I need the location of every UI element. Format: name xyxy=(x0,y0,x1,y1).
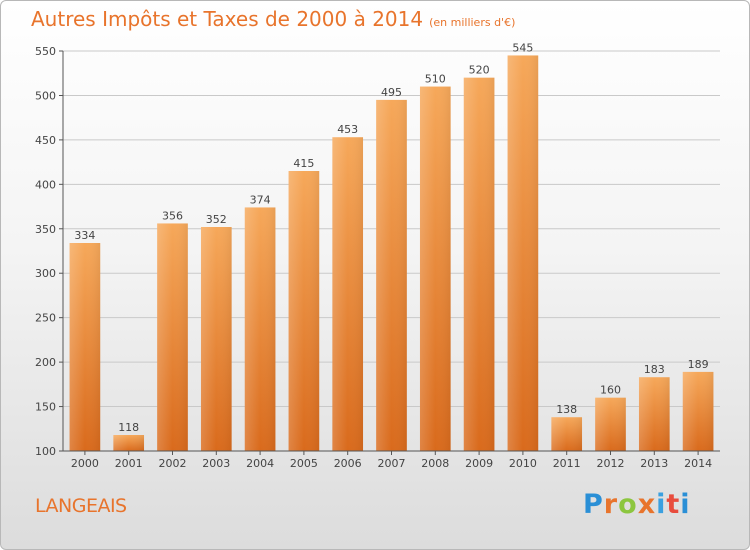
proxiti-logo: Proxiti xyxy=(583,489,691,520)
data-labels: 334 118 356 352 374 415 453 495 510 520 545 138 160 1… xyxy=(74,41,708,434)
x-tick-label: 2005 xyxy=(290,457,318,470)
data-label: 374 xyxy=(250,193,271,206)
data-label: 334 xyxy=(74,229,95,242)
data-label: 189 xyxy=(688,358,709,371)
y-tick-label: 150 xyxy=(35,401,56,414)
bar-shine xyxy=(200,227,232,451)
data-label: 160 xyxy=(600,384,621,397)
bar-shine xyxy=(113,435,145,451)
data-label: 118 xyxy=(118,421,139,434)
data-label: 495 xyxy=(381,86,402,99)
data-label: 545 xyxy=(512,41,533,54)
data-label: 356 xyxy=(162,209,183,222)
x-tick-label: 2001 xyxy=(115,457,143,470)
bar-shine xyxy=(157,223,188,451)
data-label: 352 xyxy=(206,213,227,226)
data-label: 183 xyxy=(644,363,665,376)
axes xyxy=(62,51,720,452)
logo-letter: r xyxy=(603,489,619,520)
logo-letter: t xyxy=(666,489,681,520)
bar-shine xyxy=(332,137,364,451)
x-tick-label: 2007 xyxy=(378,457,406,470)
data-label: 415 xyxy=(293,157,314,170)
logo-letter: o xyxy=(618,489,638,520)
logo-letter: i xyxy=(680,489,691,520)
y-tick-label: 350 xyxy=(35,223,56,236)
x-tick-label: 2004 xyxy=(246,457,274,470)
bar-shine xyxy=(682,371,714,451)
data-label: 138 xyxy=(556,403,577,416)
y-tick-label: 200 xyxy=(35,356,56,369)
data-label: 510 xyxy=(425,73,446,86)
bar-shine xyxy=(288,171,320,451)
y-tick-label: 250 xyxy=(35,312,56,325)
logo-letter: x xyxy=(637,489,657,520)
x-tick-label: 2006 xyxy=(334,457,362,470)
y-tick-label: 450 xyxy=(35,134,56,147)
chart-title: Autres Impôts et Taxes de 2000 à 2014 (en… xyxy=(31,7,515,31)
y-tick-label: 550 xyxy=(35,45,56,58)
x-tick-label: 2009 xyxy=(465,457,493,470)
bar-shine xyxy=(69,243,101,451)
y-tick-label: 400 xyxy=(35,178,56,191)
y-tick-label: 100 xyxy=(35,445,56,458)
x-tick-label: 2011 xyxy=(553,457,581,470)
logo-letter: i xyxy=(656,489,667,520)
y-tick-label: 300 xyxy=(35,267,56,280)
y-tick-label: 500 xyxy=(35,89,56,102)
bar-shine xyxy=(595,397,626,451)
bar-shine xyxy=(419,86,451,452)
x-axis-ticks: 2000 2001 2002 2003 2004 2005 2006 2007 2008 2009… xyxy=(71,451,712,470)
bar-shine xyxy=(463,77,495,452)
x-tick-label: 2000 xyxy=(71,457,99,470)
bar-shine xyxy=(507,55,539,451)
bar-shine xyxy=(376,99,407,451)
chart-title-text: Autres Impôts et Taxes de 2000 à 2014 xyxy=(31,7,424,31)
bar-shine xyxy=(244,207,276,451)
x-tick-label: 2002 xyxy=(159,457,187,470)
bar-shine xyxy=(638,377,670,451)
location-label: LANGEAIS xyxy=(35,495,127,517)
x-tick-label: 2012 xyxy=(597,457,625,470)
x-tick-label: 2010 xyxy=(509,457,537,470)
logo-letter: P xyxy=(583,489,604,520)
x-tick-label: 2014 xyxy=(684,457,712,470)
chart-title-unit: (en milliers d'€) xyxy=(429,16,516,29)
y-axis-ticks: 100 150 200 250 300 350 400 450 500 550 xyxy=(35,45,63,458)
data-label: 520 xyxy=(469,64,490,77)
x-tick-label: 2003 xyxy=(202,457,230,470)
bars xyxy=(69,55,714,452)
data-label: 453 xyxy=(337,123,358,136)
x-tick-label: 2008 xyxy=(421,457,449,470)
bar-shine xyxy=(551,417,583,451)
x-tick-label: 2013 xyxy=(640,457,668,470)
